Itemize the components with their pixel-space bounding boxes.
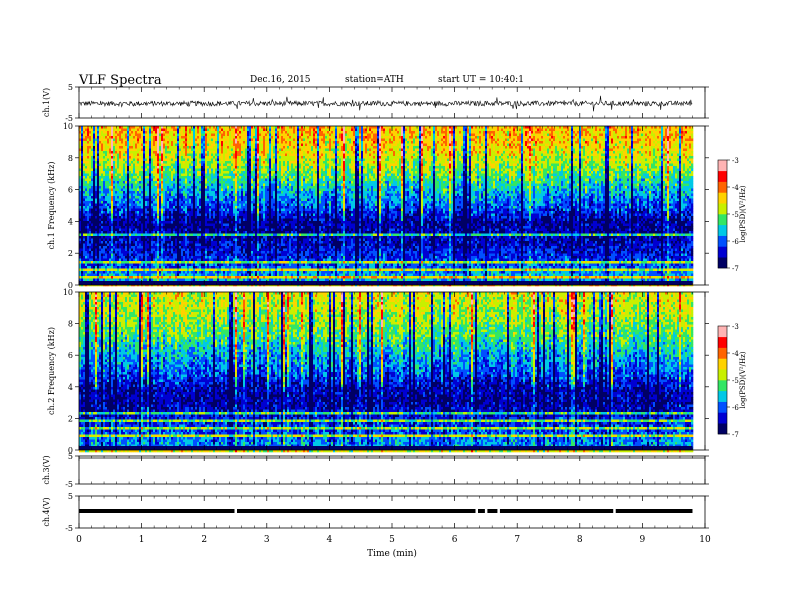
ch4-waveform-ylabel: ch.4(V): [42, 497, 51, 526]
colorbar-segment: [718, 358, 727, 369]
colorbar-segment: [718, 203, 727, 214]
ch4-data-gap: [497, 508, 500, 514]
colorbar-segment: [718, 423, 727, 434]
ch4-y-tick-label: -5: [65, 524, 73, 533]
ch2-y-tick-label: 2: [68, 414, 73, 423]
colorbar-segment: [718, 257, 727, 268]
colorbar-segment: [718, 402, 727, 413]
vlf-figure: 5 -5 ch.1(V) 0 2 4 6 8 10 ch.1 Frequency (kHz) -3 -…: [0, 0, 792, 612]
x-tick-label: 7: [514, 535, 520, 545]
colorbar-segment: [718, 412, 727, 423]
x-tick-label: 2: [201, 535, 207, 545]
ch4-waveform-band: [79, 509, 692, 513]
colorbar-segment: [718, 160, 727, 171]
ch2-y-tick-label: 4: [68, 383, 73, 392]
ch1-waveform-line: [79, 96, 692, 112]
ch2-y-tick-label: 10: [63, 288, 73, 297]
ch4-data-gap: [613, 508, 616, 514]
ch1-spectrogram-ylabel: ch.1 Frequency (kHz): [47, 162, 56, 250]
colorbar-segment: [718, 171, 727, 182]
ch2-spectrogram-cells: [79, 292, 693, 452]
colorbar-tick-label: -7: [732, 265, 739, 273]
ch1-y-tick-label: 8: [68, 154, 73, 163]
x-tick-label: 10: [699, 535, 711, 545]
colorbar-segment: [718, 391, 727, 402]
x-tick-label: 3: [264, 535, 270, 545]
ch1-spectrogram-cells: [79, 126, 693, 286]
ch3-y-tick-label: 5: [68, 452, 73, 461]
ch2-spectrogram-ylabel: ch.2 Frequency (kHz): [47, 327, 56, 415]
ch4-data-gap: [235, 508, 238, 514]
colorbar-segment: [718, 380, 727, 391]
ch1-y-tick-label: 10: [63, 122, 73, 131]
colorbar-segment: [718, 348, 727, 359]
low-frequency-band: [79, 281, 692, 285]
ch4-data-gap: [476, 508, 479, 514]
x-tick-label: 4: [327, 535, 333, 545]
colorbar-segment: [718, 236, 727, 247]
colorbar-tick-label: -7: [732, 431, 739, 439]
colorbar-segment: [718, 369, 727, 380]
colorbar-segment: [718, 182, 727, 193]
x-tick-label: 6: [452, 535, 458, 545]
ch2-y-tick-label: 8: [68, 320, 73, 329]
colorbar-segment: [718, 192, 727, 203]
colorbar-segment: [718, 326, 727, 337]
colorbar-tick-label: -5: [732, 377, 739, 385]
colorbar-segment: [718, 225, 727, 236]
ch1-y-tick-label: 2: [68, 249, 73, 258]
ch4-data-gap: [485, 508, 488, 514]
x-tick-label: 9: [640, 535, 646, 545]
x-axis-label: Time (min): [367, 548, 417, 559]
ch3-waveform-ylabel: ch.3(V): [42, 455, 51, 484]
ch3-y-tick-label: -5: [65, 480, 73, 489]
x-tick-label: 5: [389, 535, 395, 545]
colorbar-tick-label: -3: [732, 323, 739, 331]
ch1-waveform-ylabel: ch.1(V): [42, 88, 51, 117]
x-tick-label: 1: [139, 535, 145, 545]
ch1-y-tick-label: 6: [68, 186, 73, 195]
ch4-y-tick-label: 5: [68, 492, 73, 501]
colorbar-label: log(PSD)(V²/Hz): [739, 185, 747, 242]
colorbar-segment: [718, 214, 727, 225]
ch1-y-tick-label: 5: [68, 83, 73, 92]
x-tick-label: 0: [76, 535, 82, 545]
ch1-y-tick-label: 4: [68, 217, 73, 226]
colorbar-tick-label: -5: [732, 211, 739, 219]
colorbar-label: log(PSD)(V²/Hz): [739, 351, 747, 408]
colorbar-segment: [718, 246, 727, 257]
colorbar-tick-label: -3: [732, 157, 739, 165]
low-frequency-band: [79, 446, 692, 450]
colorbar-segment: [718, 337, 727, 348]
ch2-y-tick-label: 6: [68, 351, 73, 360]
x-tick-label: 8: [577, 535, 583, 545]
